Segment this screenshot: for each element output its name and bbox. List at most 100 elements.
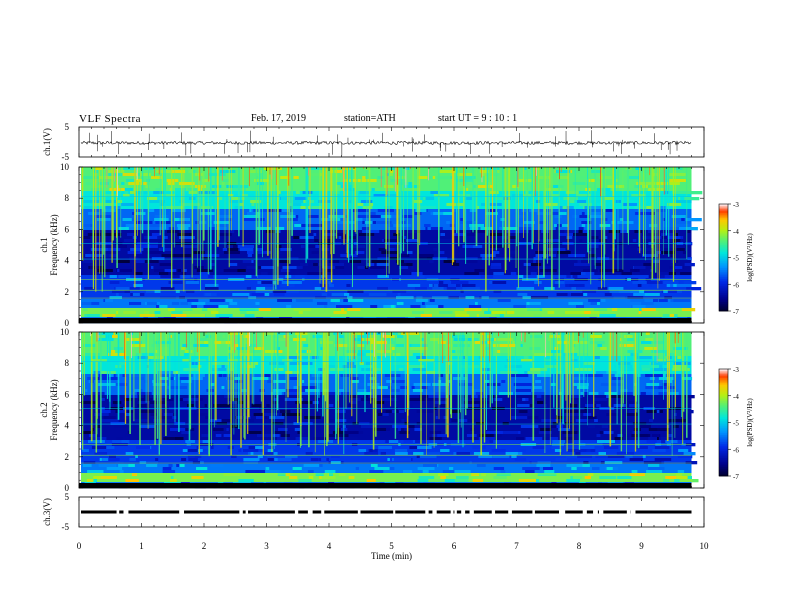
spectrogram-speckle	[594, 263, 603, 267]
colorbar-segment	[719, 243, 728, 246]
spectrogram-speckle	[446, 287, 456, 291]
spectrogram-speckle	[479, 296, 482, 300]
spectrogram-speckle	[574, 215, 578, 219]
spectrogram-speckle	[364, 452, 379, 456]
spectrogram-band	[81, 452, 692, 456]
spectrogram-speckle	[429, 299, 435, 303]
spectrogram-speckle	[85, 254, 95, 258]
colorbar-segment	[719, 218, 728, 221]
spectrogram-speckle	[451, 263, 460, 267]
spectrogram-speckle	[123, 239, 138, 243]
spectrogram-speckle	[658, 167, 668, 171]
spectrogram-speckle	[388, 224, 395, 228]
spectrogram-speckle	[429, 431, 442, 435]
spectrogram-speckle	[490, 263, 502, 267]
spectrogram-speckle	[682, 251, 686, 255]
spectrogram-speckle	[681, 308, 696, 312]
spectrogram-speckle	[258, 218, 265, 222]
spectrogram-speckle	[576, 194, 591, 198]
spectrogram-speckle	[192, 170, 196, 174]
spectrogram-speckle	[426, 257, 433, 261]
spectrogram-speckle	[144, 167, 155, 171]
spectrogram-speckle	[157, 416, 166, 420]
spectrogram-speckle	[98, 476, 102, 480]
spectrogram-speckle	[621, 272, 632, 276]
spectrogram-speckle	[463, 398, 466, 402]
spectrogram-speckle	[108, 335, 118, 339]
colorbar-segment	[719, 415, 728, 418]
spectrogram-speckle	[414, 428, 422, 432]
spectrogram-speckle	[588, 299, 603, 303]
spectrogram-speckle	[530, 392, 545, 396]
spectrogram-speckle	[155, 458, 159, 462]
colorbar-segment	[719, 245, 728, 248]
spectrogram-speckle	[455, 314, 470, 318]
spectrogram-speckle	[603, 446, 619, 450]
spectrogram-band	[81, 362, 692, 366]
spectrogram-speckle	[158, 269, 177, 273]
spectrogram-speckle	[204, 404, 207, 408]
spectrogram-speckle	[298, 386, 317, 390]
spectrogram-speckle	[280, 176, 291, 180]
spectrogram-speckle	[192, 461, 203, 465]
spectrogram-speckle	[109, 296, 122, 300]
spectrogram-speckle	[651, 227, 658, 231]
spectrogram-speckle	[273, 398, 279, 402]
spectrogram-speckle	[430, 191, 439, 195]
spectrogram-speckle	[266, 404, 270, 408]
spectrogram-speckle	[680, 272, 692, 276]
spectrogram-speckle	[532, 446, 546, 450]
panel-2-ytick-label: 2	[65, 452, 70, 462]
spectrogram-speckle	[684, 263, 695, 267]
panel-3-signal-gap	[462, 509, 466, 515]
colorbar-segment	[719, 424, 728, 427]
spectrogram-speckle	[94, 203, 112, 207]
spectrogram-speckle	[122, 194, 130, 198]
spectrogram-speckle	[277, 437, 288, 441]
spectrogram-speckle	[412, 404, 420, 408]
spectrogram-speckle	[677, 356, 682, 360]
spectrogram-speckle	[590, 302, 599, 306]
spectrogram-speckle	[606, 371, 618, 375]
spectrogram-speckle	[358, 398, 376, 402]
spectrogram-speckle	[675, 473, 682, 477]
spectrogram-speckle	[298, 479, 312, 483]
colorbar-tick-label: -3	[733, 201, 739, 209]
spectrogram-speckle	[292, 203, 302, 207]
spectrogram-speckle	[396, 302, 404, 306]
spectrogram-speckle	[615, 179, 619, 183]
spectrogram-speckle	[247, 452, 263, 456]
spectrogram-speckle	[676, 224, 692, 228]
spectrogram-speckle	[173, 254, 192, 258]
spectrogram-speckle	[573, 233, 588, 237]
spectrogram-speckle	[422, 302, 425, 306]
spectrogram-speckle	[600, 347, 607, 351]
spectrogram-speckle	[153, 395, 167, 399]
spectrogram-speckle	[333, 419, 347, 423]
spectrogram-speckle	[177, 269, 181, 273]
colorbar-segment	[719, 255, 728, 258]
spectrogram-speckle	[151, 233, 162, 237]
spectrogram-speckle	[490, 266, 502, 270]
spectrogram-speckle	[347, 308, 361, 312]
spectrogram-speckle	[428, 479, 445, 483]
spectrogram-speckle	[246, 287, 251, 291]
spectrogram-speckle	[491, 311, 506, 315]
spectrogram-speckle	[547, 248, 566, 252]
spectrogram-speckle	[521, 230, 529, 234]
spectrogram-speckle	[564, 413, 580, 417]
spectrogram-speckle	[543, 467, 553, 471]
spectrogram-speckle	[81, 302, 99, 306]
spectrogram-speckle	[535, 368, 548, 372]
spectrogram-speckle	[116, 263, 134, 267]
spectrogram-speckle	[398, 254, 410, 258]
spectrogram-speckle	[437, 239, 453, 243]
colorbar-segment	[719, 269, 728, 273]
spectrogram-speckle	[402, 188, 411, 192]
spectrogram-speckle	[146, 302, 157, 306]
spectrogram-speckle	[535, 380, 541, 384]
spectrogram-speckle	[478, 455, 493, 459]
spectrogram-speckle	[614, 437, 623, 441]
spectrogram-speckle	[495, 257, 513, 261]
spectrogram-speckle	[632, 281, 650, 285]
